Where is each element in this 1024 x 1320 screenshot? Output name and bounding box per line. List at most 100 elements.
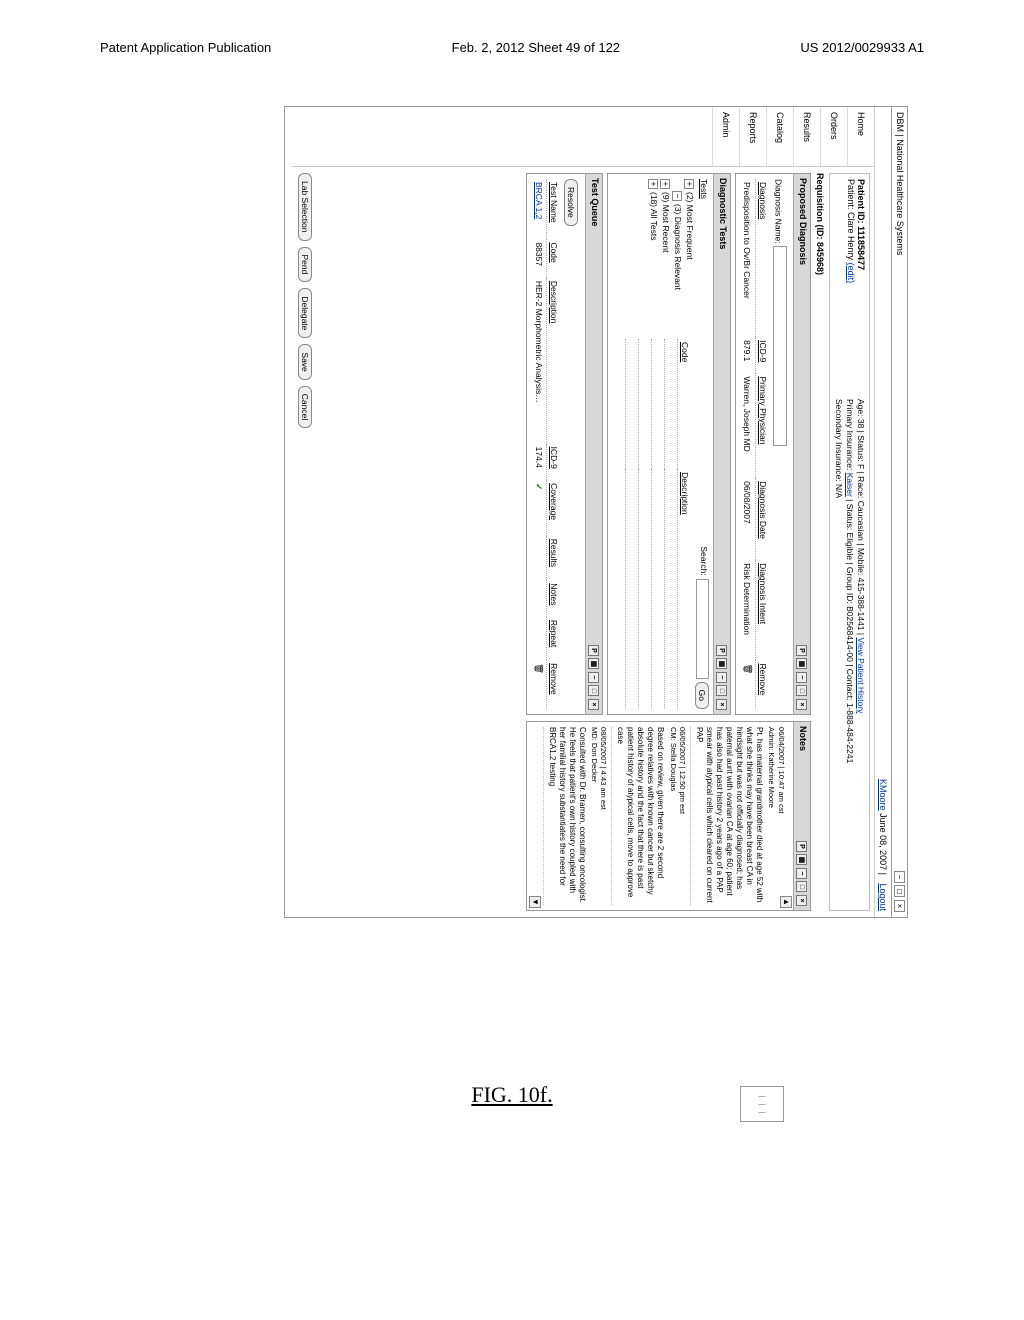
panel-min-icon[interactable]: − bbox=[796, 868, 807, 879]
grid-row[interactable] bbox=[625, 339, 638, 709]
tree-node[interactable]: +(9) Most Recent bbox=[660, 179, 671, 329]
panel-close-icon[interactable]: × bbox=[588, 699, 599, 710]
grid-row[interactable] bbox=[664, 339, 677, 709]
qcell-repeat bbox=[531, 617, 547, 660]
col-remove[interactable]: Remove bbox=[755, 660, 770, 709]
panel-print-icon[interactable]: P bbox=[796, 841, 807, 852]
scroll-down-icon[interactable]: ▼ bbox=[529, 896, 541, 908]
remove-diagnosis-icon[interactable]: 🗑 bbox=[740, 660, 756, 709]
panel-max-icon[interactable]: □ bbox=[588, 685, 599, 696]
panel-grid-icon[interactable]: ▦ bbox=[796, 854, 807, 865]
go-button[interactable]: Go bbox=[695, 682, 709, 709]
panel-min-icon[interactable]: − bbox=[716, 672, 727, 683]
tree-node[interactable]: +(2) Most Frequent bbox=[684, 179, 695, 329]
panel-close-icon[interactable]: × bbox=[716, 699, 727, 710]
panel-max-icon[interactable]: □ bbox=[716, 685, 727, 696]
col-date[interactable]: Diagnosis Date bbox=[755, 478, 770, 560]
note-text: Consulted with Dr. Bramen, consulting on… bbox=[547, 727, 587, 905]
note-entry: 06/05/2007 | 12:50 pm est CM: Stella Dou… bbox=[611, 727, 690, 905]
qcol-desc[interactable]: Description bbox=[547, 278, 562, 444]
sidebar-item-catalog[interactable]: Catalog bbox=[766, 107, 793, 166]
note-author: CM: Stella Douglas bbox=[668, 727, 677, 905]
notes-panel: Notes P ▦ − □ × ▲ 06/ bbox=[526, 721, 811, 911]
search-input[interactable] bbox=[696, 579, 709, 679]
remove-test-icon[interactable]: 🗑 bbox=[531, 660, 547, 709]
diagnostic-tests-title: Diagnostic Tests bbox=[716, 178, 728, 249]
tree-node[interactable]: −(3) Diagnosis Relevant bbox=[672, 191, 683, 329]
queue-row[interactable]: BRCA 1,2 88357 HER-2 Morphometric Analys… bbox=[531, 179, 547, 709]
qcol-remove[interactable]: Remove bbox=[547, 660, 562, 709]
sidebar-item-orders[interactable]: Orders bbox=[820, 107, 847, 166]
expand-icon[interactable]: + bbox=[684, 179, 694, 189]
maximize-icon[interactable]: □ bbox=[894, 885, 905, 897]
user-link[interactable]: KMoore bbox=[878, 779, 888, 811]
qcol-coverage[interactable]: Coverage bbox=[547, 480, 562, 536]
panel-print-icon[interactable]: P bbox=[796, 645, 807, 656]
cancel-button[interactable]: Cancel bbox=[298, 386, 312, 428]
tree-node[interactable]: +(18) All Tests bbox=[648, 179, 659, 329]
pend-button[interactable]: Pend bbox=[298, 247, 312, 283]
note-text: Based on review, given there are 2 secon… bbox=[615, 727, 665, 905]
expand-icon[interactable]: + bbox=[660, 179, 670, 189]
app-title: DBM | National Healthcare Systems bbox=[894, 112, 905, 255]
panel-max-icon[interactable]: □ bbox=[796, 881, 807, 892]
expand-icon[interactable]: + bbox=[648, 179, 658, 189]
panel-print-icon[interactable]: P bbox=[588, 645, 599, 656]
col-intent[interactable]: Diagnosis Intent bbox=[755, 560, 770, 660]
main-layout: Home Orders Results Catalog Reports Admi… bbox=[292, 107, 874, 917]
tests-tree-label: Tests bbox=[699, 179, 709, 329]
panel-max-icon[interactable]: □ bbox=[796, 685, 807, 696]
panel-close-icon[interactable]: × bbox=[796, 699, 807, 710]
coverage-check-icon: ✓ bbox=[531, 480, 547, 536]
sidebar-item-reports[interactable]: Reports bbox=[739, 107, 766, 166]
scroll-up-icon[interactable]: ▲ bbox=[780, 896, 792, 908]
note-meta: 06/05/2007 | 12:50 pm est bbox=[678, 727, 687, 905]
grid-row[interactable] bbox=[612, 339, 625, 709]
qcol-icd9[interactable]: ICD-9 bbox=[547, 444, 562, 481]
qcol-repeat[interactable]: Repeat bbox=[547, 617, 562, 660]
panel-grid-icon[interactable]: ▦ bbox=[588, 658, 599, 669]
diagnosis-row[interactable]: Predisposition to Ov/Br Cancer 879.1 War… bbox=[740, 179, 756, 709]
panel-print-icon[interactable]: P bbox=[716, 645, 727, 656]
qcol-name[interactable]: Test Name bbox=[547, 179, 562, 239]
qcol-code[interactable]: Code bbox=[547, 239, 562, 277]
patient-name-label: Patient: bbox=[846, 179, 856, 210]
sidebar-item-results[interactable]: Results bbox=[793, 107, 820, 166]
grid-row[interactable] bbox=[651, 339, 664, 709]
qcol-notes[interactable]: Notes bbox=[547, 580, 562, 617]
grid-row[interactable] bbox=[638, 339, 651, 709]
minimize-icon[interactable]: − bbox=[894, 871, 905, 883]
lab-selection-button[interactable]: Lab Selection bbox=[298, 173, 312, 241]
content-area: Patient ID: 111858477 Patient: Clare Hen… bbox=[292, 167, 874, 917]
delegate-button[interactable]: Delegate bbox=[298, 288, 312, 338]
resolve-button[interactable]: Resolve bbox=[564, 179, 578, 226]
col-physician[interactable]: Primary Physician bbox=[755, 373, 770, 478]
sidebar-item-admin[interactable]: Admin bbox=[712, 107, 739, 166]
col-description[interactable]: Description bbox=[677, 469, 692, 709]
col-icd9[interactable]: ICD-9 bbox=[755, 337, 770, 373]
panel-grid-icon[interactable]: ▦ bbox=[796, 658, 807, 669]
panel-min-icon[interactable]: − bbox=[796, 672, 807, 683]
panel-close-icon[interactable]: × bbox=[796, 895, 807, 906]
col-code[interactable]: Code bbox=[677, 339, 692, 469]
panel-grid-icon[interactable]: ▦ bbox=[716, 658, 727, 669]
panel-min-icon[interactable]: − bbox=[588, 672, 599, 683]
sidebar: Home Orders Results Catalog Reports Admi… bbox=[292, 107, 874, 167]
diagnosis-table: Diagnosis ICD-9 Primary Physician Diagno… bbox=[740, 179, 770, 709]
panel-controls: P ▦ − □ × bbox=[716, 645, 728, 710]
cell-date: 06/08/2007 bbox=[740, 478, 756, 560]
header-center: Feb. 2, 2012 Sheet 49 of 122 bbox=[452, 40, 620, 55]
edit-patient-link[interactable]: (edit) bbox=[846, 263, 856, 284]
col-diagnosis[interactable]: Diagnosis bbox=[755, 179, 770, 337]
test-name-link[interactable]: BRCA 1,2 bbox=[534, 182, 544, 219]
expand-icon[interactable]: − bbox=[672, 191, 682, 201]
diagnosis-name-input[interactable] bbox=[773, 246, 787, 446]
sidebar-item-home[interactable]: Home bbox=[847, 107, 874, 166]
panel-controls: P ▦ − □ × bbox=[588, 645, 600, 710]
view-history-link[interactable]: View Patient History bbox=[856, 637, 866, 713]
logout-link[interactable]: Logout bbox=[878, 883, 888, 911]
save-button[interactable]: Save bbox=[298, 344, 312, 379]
qcol-results[interactable]: Results bbox=[547, 536, 562, 581]
insurance-link[interactable]: Kaiser bbox=[845, 473, 855, 497]
close-icon[interactable]: × bbox=[894, 900, 905, 912]
